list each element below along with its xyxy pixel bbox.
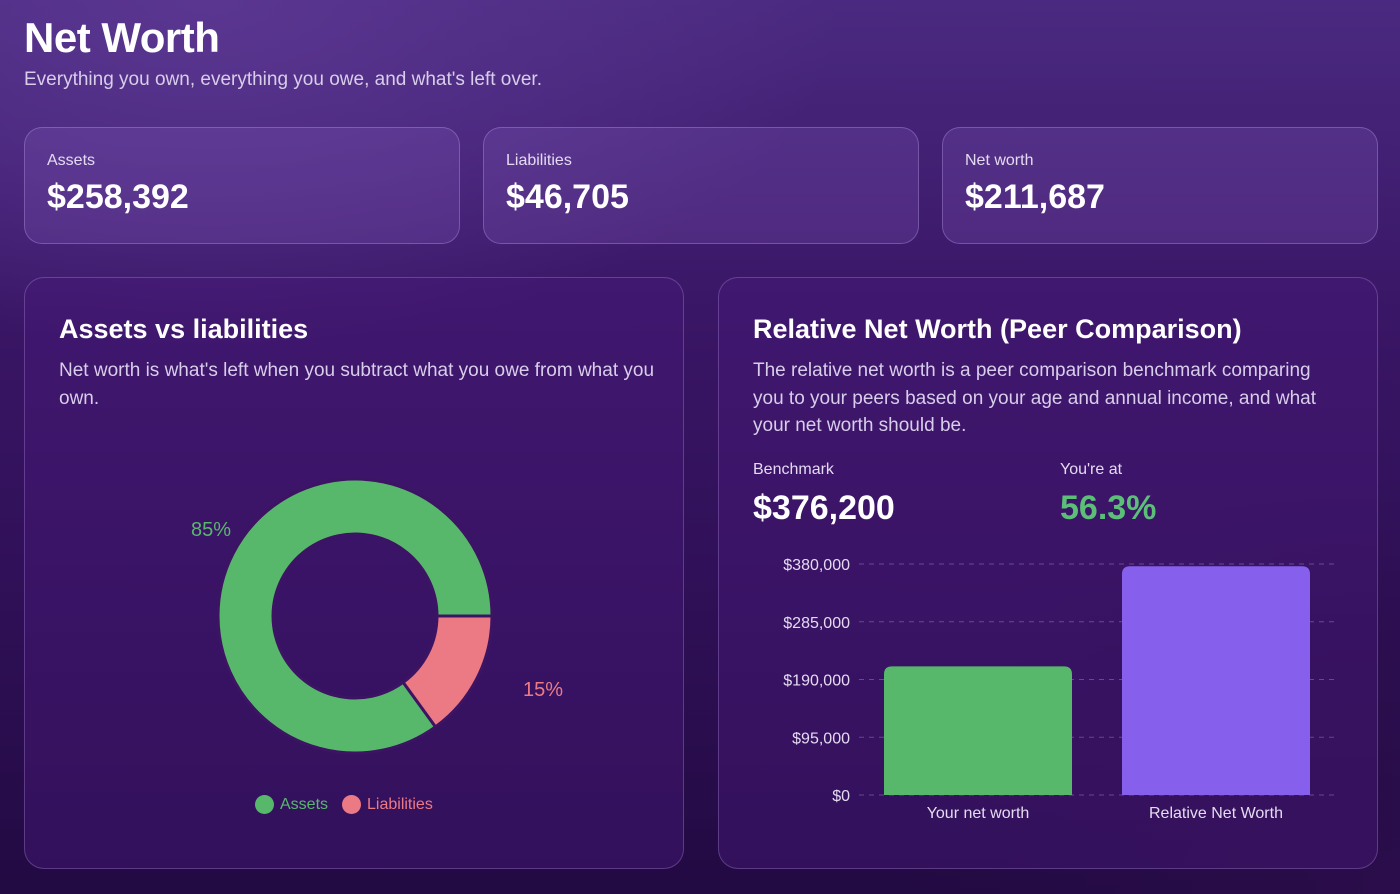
- legend-item-assets[interactable]: Assets: [255, 795, 328, 814]
- liabilities-value: $46,705: [506, 178, 629, 216]
- peer-panel-title: Relative Net Worth (Peer Comparison): [753, 314, 1242, 344]
- bar-your-net-worth[interactable]: [884, 666, 1072, 795]
- bar-relative-net-worth[interactable]: [1122, 566, 1310, 795]
- donut-label-liabilities: 15%: [523, 679, 563, 701]
- assets-vs-liabilities-panel: Assets vs liabilities Net worth is what'…: [24, 277, 684, 869]
- donut-slice-liabilities[interactable]: [401, 614, 494, 729]
- youre-at-label: You're at: [1060, 461, 1123, 478]
- peer-panel-description: The relative net worth is a peer compari…: [753, 360, 1316, 436]
- legend-label-assets: Assets: [280, 795, 329, 813]
- liabilities-label: Liabilities: [506, 152, 572, 169]
- page-subtitle: Everything you own, everything you owe, …: [24, 69, 542, 90]
- y-tick-label: $190,000: [783, 673, 850, 690]
- x-tick-label: Your net worth: [927, 805, 1030, 822]
- liabilities-card: Liabilities $46,705: [483, 127, 919, 244]
- legend-dot-assets: [255, 795, 274, 814]
- assets-value: $258,392: [47, 178, 189, 216]
- donut-panel-description: Net worth is what's left when you subtra…: [59, 360, 655, 409]
- legend-dot-liabilities: [342, 795, 362, 814]
- assets-label: Assets: [47, 152, 96, 169]
- peer-bar-chart: $0 $95,000 $190,000 $285,000 $380,000 Your ne…: [783, 557, 1335, 822]
- y-tick-label: $95,000: [792, 730, 850, 747]
- net-worth-card: Net worth $211,687: [942, 127, 1378, 244]
- net-worth-label: Net worth: [965, 152, 1034, 169]
- y-tick-label: $380,000: [783, 557, 850, 574]
- page-title: Net Worth: [24, 14, 220, 61]
- donut-slice-assets[interactable]: [216, 477, 494, 755]
- donut-panel-title: Assets vs liabilities: [59, 314, 309, 344]
- benchmark-value: $376,200: [753, 489, 895, 527]
- donut-label-assets: 85%: [191, 519, 231, 541]
- benchmark-label: Benchmark: [753, 461, 834, 478]
- donut-chart: 85% 15%: [191, 477, 563, 755]
- y-tick-label: $285,000: [783, 615, 850, 632]
- y-tick-label: $0: [832, 788, 850, 805]
- peer-comparison-panel: Relative Net Worth (Peer Comparison) The…: [718, 277, 1378, 869]
- x-tick-label: Relative Net Worth: [1149, 805, 1283, 822]
- donut-legend: Assets Liabilities: [255, 795, 433, 814]
- assets-card: Assets $258,392: [24, 127, 460, 244]
- youre-at-value: 56.3%: [1060, 489, 1157, 527]
- legend-item-liabilities[interactable]: Liabilities: [342, 795, 433, 814]
- net-worth-value: $211,687: [965, 178, 1105, 216]
- legend-label-liabilities: Liabilities: [367, 795, 433, 813]
